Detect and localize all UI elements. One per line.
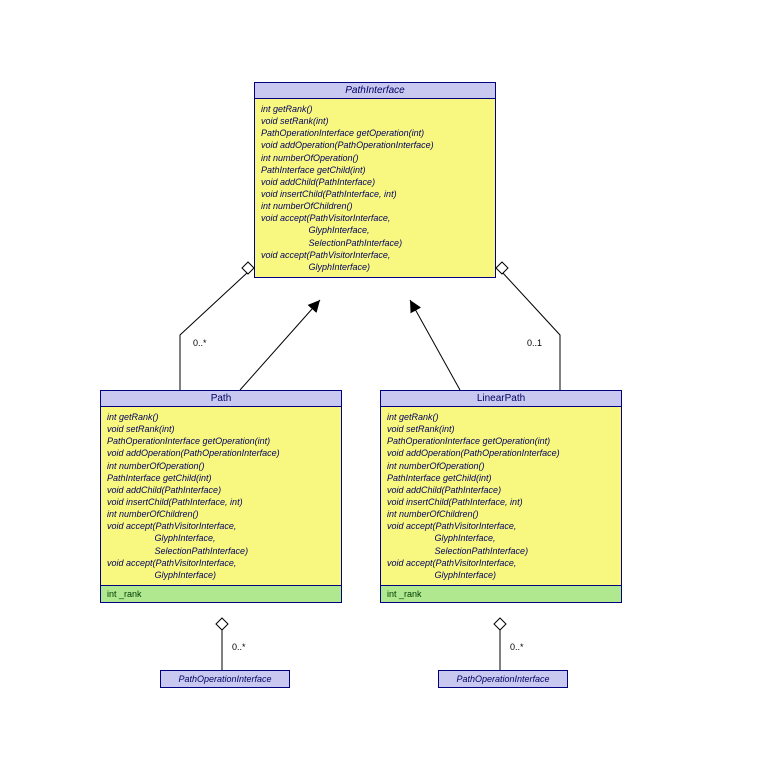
class-title: Path [101,391,341,407]
aggregation-line [180,272,248,390]
multiplicity-label: 0..* [232,642,246,652]
class-pathoperationinterface-1: PathOperationInterface [160,670,290,688]
class-methods: int getRank() void setRank(int) PathOper… [101,407,341,585]
aggregation-diamond [496,262,508,274]
inheritance-arrow [240,300,320,390]
multiplicity-label: 0..* [510,642,524,652]
aggregation-line [502,272,560,390]
class-attribute: int _rank [101,585,341,602]
aggregation-diamond [216,618,228,630]
class-methods: int getRank() void setRank(int) PathOper… [255,99,495,277]
class-title: PathInterface [255,83,495,99]
class-methods: int getRank() void setRank(int) PathOper… [381,407,621,585]
class-title: LinearPath [381,391,621,407]
class-pathinterface: PathInterface int getRank() void setRank… [254,82,496,278]
multiplicity-label: 0..1 [527,338,542,348]
aggregation-diamond [242,262,254,274]
class-path: Path int getRank() void setRank(int) Pat… [100,390,342,603]
class-linearpath: LinearPath int getRank() void setRank(in… [380,390,622,603]
inheritance-arrow [410,300,460,390]
class-attribute: int _rank [381,585,621,602]
aggregation-diamond [494,618,506,630]
multiplicity-label: 0..* [193,338,207,348]
class-pathoperationinterface-2: PathOperationInterface [438,670,568,688]
